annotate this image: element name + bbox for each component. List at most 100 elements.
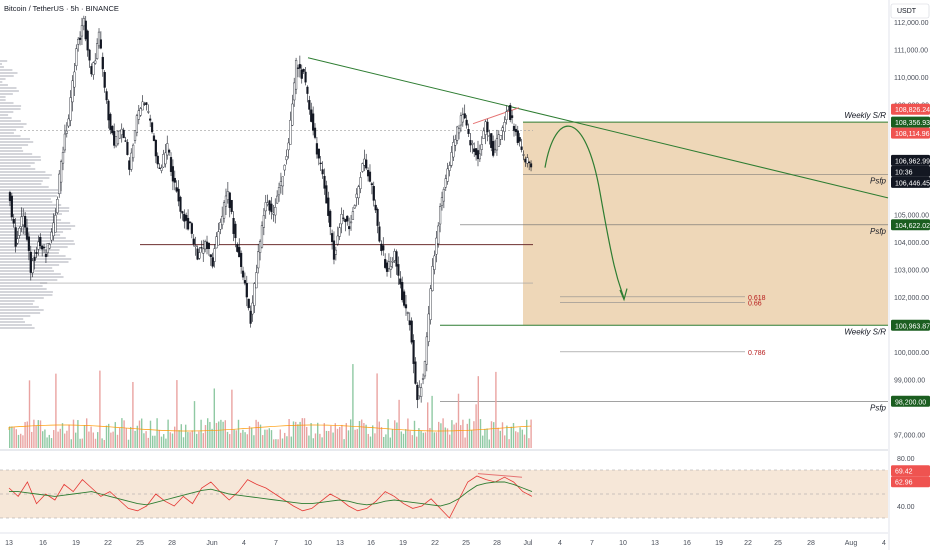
candle-body <box>319 162 322 165</box>
volume-bar <box>88 431 90 448</box>
time-tick: Aug <box>845 540 858 547</box>
candle-body <box>372 185 375 201</box>
candle-body <box>75 48 78 67</box>
volume-bar <box>429 427 431 448</box>
candle-body <box>103 72 106 88</box>
volume-bar <box>383 437 385 448</box>
volume-profile-bar <box>0 147 22 149</box>
volume-bar <box>286 436 288 448</box>
volume-bar <box>79 438 81 448</box>
volume-bar <box>354 429 356 448</box>
volume-bar <box>431 395 433 448</box>
volume-bar <box>334 423 336 448</box>
volume-profile-bar <box>0 324 32 326</box>
candle-body <box>234 223 237 239</box>
candle-body <box>41 245 44 250</box>
candle-body <box>448 165 451 171</box>
candle-body <box>342 217 345 219</box>
candle-body <box>486 121 489 133</box>
candle-body <box>154 139 157 157</box>
candle-body <box>130 152 133 170</box>
candle-body <box>296 67 300 69</box>
volume-bar <box>314 433 317 448</box>
candle-body <box>431 266 434 291</box>
time-tick: 4 <box>558 540 562 547</box>
candle-body <box>329 210 332 228</box>
volume-bar <box>308 435 310 448</box>
candle-body <box>327 197 330 216</box>
volume-profile-bar <box>0 75 14 77</box>
volume-bar <box>365 424 367 448</box>
candle-body <box>459 115 463 126</box>
price-badge-label: 100,963.87 <box>895 323 930 330</box>
volume-bar <box>449 434 451 448</box>
volume-bar <box>268 428 270 448</box>
candle-body <box>168 149 171 153</box>
volume-bar <box>94 438 97 448</box>
volume-profile-bar <box>0 321 25 323</box>
candle-body <box>169 157 173 172</box>
candle-body <box>493 148 497 151</box>
candle-body <box>29 251 32 273</box>
fib-label: 0.66 <box>748 300 762 307</box>
volume-bar <box>112 431 114 448</box>
volume-bar <box>231 389 233 448</box>
candle-body <box>120 128 123 136</box>
candle-body <box>438 206 442 225</box>
candle-body <box>425 336 428 365</box>
candle-body <box>270 203 273 213</box>
volume-bar <box>244 432 246 448</box>
volume-bar <box>385 434 387 448</box>
volume-bar <box>367 433 369 448</box>
volume-bar <box>462 419 464 448</box>
volume-profile-bar <box>0 177 50 179</box>
time-tick: 22 <box>104 540 112 547</box>
candle-body <box>361 163 364 172</box>
volume-bar <box>213 388 215 448</box>
time-tick: 10 <box>619 540 627 547</box>
volume-bar <box>435 432 438 448</box>
volume-profile-bar <box>0 294 53 296</box>
candle-body <box>421 378 425 380</box>
volume-bar <box>235 430 237 448</box>
candle-body <box>410 320 413 343</box>
candle-body <box>365 159 368 169</box>
candle-body <box>433 255 436 270</box>
candle-body <box>175 187 178 192</box>
candle-body <box>385 262 389 272</box>
volume-bar <box>240 432 242 448</box>
volume-bar <box>374 433 376 448</box>
volume-bar <box>233 429 235 448</box>
candle-body <box>520 146 523 150</box>
candle-body <box>145 102 148 105</box>
candle-body <box>277 187 281 196</box>
candle-body <box>363 158 366 166</box>
candle-body <box>213 248 216 262</box>
volume-bar <box>209 421 211 448</box>
volume-bar <box>211 428 213 448</box>
fib-label: 0.618 <box>748 295 766 302</box>
volume-bar <box>108 423 110 448</box>
price-badge-label: 104,622.02 <box>895 223 930 230</box>
price-tick: 105,000.00 <box>894 212 929 219</box>
volume-bar <box>416 436 418 448</box>
volume-bar <box>402 433 405 448</box>
volume-bar <box>39 420 42 448</box>
volume-bar <box>59 428 61 448</box>
volume-bar <box>418 428 420 448</box>
volume-bar <box>81 438 83 448</box>
volume-bar <box>226 431 229 448</box>
candle-body <box>44 253 48 257</box>
volume-bar <box>279 429 281 448</box>
candle-body <box>150 122 154 133</box>
candle-body <box>245 283 248 298</box>
level-annotation: Psfp <box>870 177 887 186</box>
volume-bar <box>207 418 209 448</box>
price-tick: 103,000.00 <box>894 267 929 274</box>
candle-body <box>473 148 476 152</box>
candle-body <box>346 215 349 222</box>
candle-body <box>253 283 256 306</box>
candle-body <box>476 150 480 160</box>
volume-bar <box>389 437 391 448</box>
